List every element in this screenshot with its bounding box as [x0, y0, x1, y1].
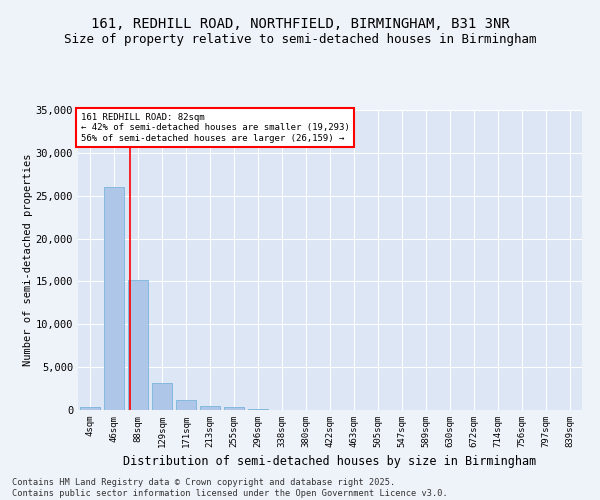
Bar — [248, 408, 268, 410]
Text: 161 REDHILL ROAD: 82sqm
← 42% of semi-detached houses are smaller (19,293)
56% o: 161 REDHILL ROAD: 82sqm ← 42% of semi-de… — [80, 113, 349, 143]
Bar — [200, 406, 220, 410]
Bar — [224, 406, 244, 410]
Bar — [80, 406, 100, 410]
Bar — [152, 382, 172, 410]
Bar — [176, 400, 196, 410]
Y-axis label: Number of semi-detached properties: Number of semi-detached properties — [23, 154, 33, 366]
Text: Size of property relative to semi-detached houses in Birmingham: Size of property relative to semi-detach… — [64, 32, 536, 46]
Bar — [128, 280, 148, 410]
Bar — [104, 187, 124, 410]
Text: 161, REDHILL ROAD, NORTHFIELD, BIRMINGHAM, B31 3NR: 161, REDHILL ROAD, NORTHFIELD, BIRMINGHA… — [91, 18, 509, 32]
X-axis label: Distribution of semi-detached houses by size in Birmingham: Distribution of semi-detached houses by … — [124, 456, 536, 468]
Text: Contains HM Land Registry data © Crown copyright and database right 2025.
Contai: Contains HM Land Registry data © Crown c… — [12, 478, 448, 498]
